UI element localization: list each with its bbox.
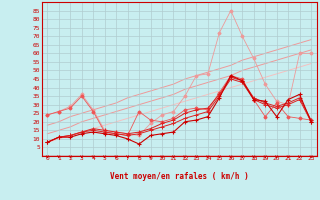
X-axis label: Vent moyen/en rafales ( km/h ): Vent moyen/en rafales ( km/h ) <box>110 172 249 181</box>
